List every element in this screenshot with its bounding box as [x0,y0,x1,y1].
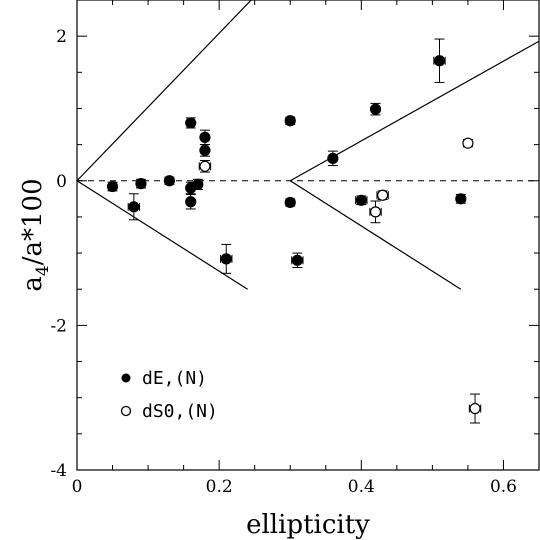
legend-label-ds0: dS0,(N) [142,401,218,422]
data-point-filled [185,117,197,129]
marker-filled-circle [192,178,204,190]
marker-filled-circle [291,254,303,266]
data-point-filled [185,194,197,210]
data-point-filled [199,129,211,146]
marker-open-circle [369,206,382,218]
marker-filled-circle [284,196,296,209]
data-point-open [369,200,382,224]
y-tick-label: -4 [50,461,67,481]
marker-filled-circle [135,178,147,190]
x-tick-label: 0.6 [490,477,517,497]
legend: dE,(N) dS0,(N) [120,368,218,422]
y-axis-label: a4/a*100 [18,178,53,291]
data-point-filled [284,196,296,209]
y-axis-label-subscript: 4 [33,265,53,276]
data-point-filled [135,178,147,190]
data-point-open [468,393,482,424]
data-point-filled [284,115,296,127]
marker-open-circle [377,189,389,201]
marker-filled-circle [106,180,119,193]
y-axis-label-rest: /a*100 [18,178,48,265]
data-point-filled [327,150,339,167]
marker-open-circle [199,160,211,172]
marker-filled-circle [163,175,175,187]
y-axis-label-main: a [18,276,48,292]
x-tick-label: 0.4 [348,477,375,497]
data-point-filled [220,243,233,274]
data-point-filled [355,194,368,206]
marker-filled-circle [455,193,467,205]
legend-label-de: dE,(N) [142,368,207,389]
data-point-filled [163,175,175,187]
reference-line [289,180,462,290]
marker-filled-circle [327,152,339,164]
marker-filled-circle [185,196,197,208]
legend-marker-open-icon [120,405,132,417]
x-tick-label: 0.2 [206,477,233,497]
data-point-filled [291,252,304,269]
data-point-open [376,189,389,201]
marker-filled-circle [220,253,232,265]
x-axis-label: ellipticity [246,510,370,540]
y-tick-label: -2 [50,316,67,336]
plot-frame [76,0,540,471]
marker-filled-circle [199,131,211,143]
data-point-filled [369,102,382,116]
ticks-layer: 0 0.2 0.4 0.6 2 0 -2 -4 [50,0,540,497]
x-tick-label: 0 [72,477,83,497]
marker-filled-circle [433,55,446,67]
data-point-open [462,137,474,149]
data-point-filled [455,193,467,205]
marker-filled-circle [284,115,296,127]
data-point-filled [433,38,446,83]
reference-line [76,180,248,290]
marker-filled-circle [199,144,211,156]
marker-open-circle [462,137,474,149]
reference-line [76,0,253,182]
data-point-filled [127,193,141,221]
legend-marker-filled-icon [121,373,131,383]
marker-filled-circle [369,103,382,115]
data-points [106,38,482,424]
data-point-filled [106,180,119,193]
marker-filled-circle [355,194,367,206]
marker-filled-circle [185,117,197,129]
y-tick-label: 2 [56,27,67,47]
data-point-filled [192,178,204,190]
data-point-filled [199,144,211,157]
marker-filled-circle [128,201,140,213]
y-tick-label: 0 [56,172,67,192]
data-point-open [198,160,212,173]
marker-open-circle [469,402,481,415]
